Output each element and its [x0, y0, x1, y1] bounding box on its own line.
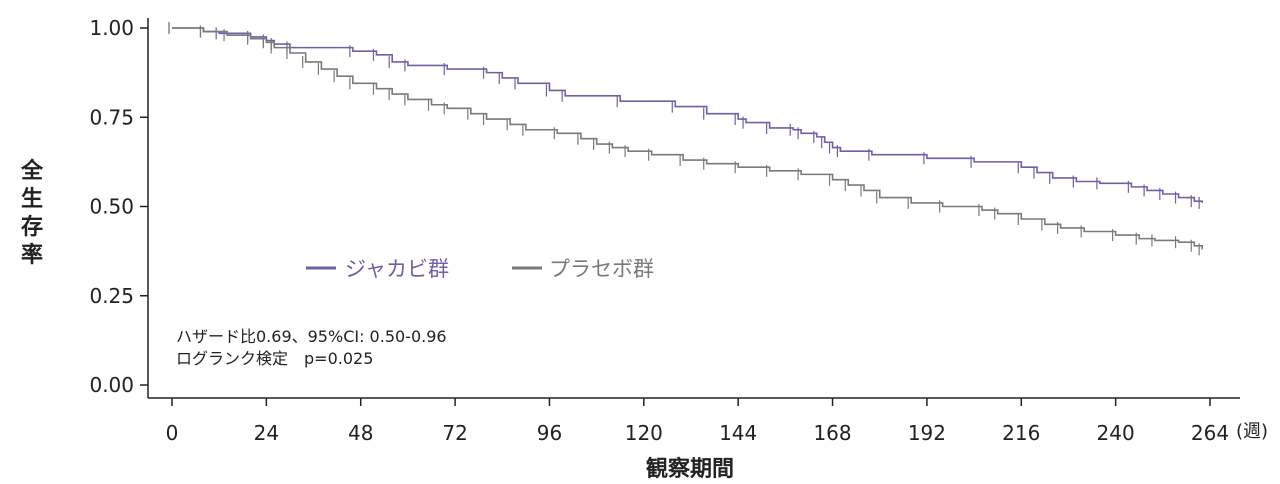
- x-unit-label: (週): [1236, 421, 1268, 442]
- x-tick-label: 72: [442, 421, 467, 445]
- legend-label-1: ジャカビ群: [345, 257, 449, 281]
- y-tick-label: 0.25: [89, 284, 134, 308]
- y-tick-label: 0.50: [89, 195, 134, 219]
- x-tick-label: 264: [1191, 421, 1229, 445]
- axes: 0.00 0.25 0.50 0.75 1.00 0 24 48 72 96 120 144 168 19…: [20, 16, 1268, 482]
- annotation-1: ハザード比0.69、95%CI: 0.50-0.96: [176, 327, 447, 346]
- x-axis-title: 観察期間: [646, 456, 734, 482]
- x-tick-label: 216: [1002, 421, 1040, 445]
- x-tick-label: 48: [348, 421, 373, 445]
- annotations: ハザード比0.69、95%CI: 0.50-0.96 ログランク検定 p=0.02…: [176, 327, 447, 368]
- annotation-2: ログランク検定 p=0.025: [176, 349, 373, 368]
- x-tick-label: 96: [537, 421, 562, 445]
- legend: ジャカビ群 プラセボ群: [306, 257, 654, 281]
- y-tick-label: 1.00: [89, 16, 134, 40]
- series-line-2: [172, 27, 1203, 250]
- x-tick-label: 0: [166, 421, 179, 445]
- x-tick-label: 240: [1097, 421, 1135, 445]
- y-axis-title: 全生存率: [20, 158, 44, 268]
- x-tick-label: 192: [908, 421, 946, 445]
- x-tick-label: 144: [719, 421, 757, 445]
- y-tick-label: 0.00: [89, 373, 134, 397]
- x-tick-label: 24: [254, 421, 279, 445]
- series-line-1: [172, 27, 1203, 203]
- x-tick-label: 120: [625, 421, 663, 445]
- x-tick-label: 168: [813, 421, 851, 445]
- legend-label-2: プラセボ群: [549, 257, 654, 281]
- y-tick-label: 0.75: [89, 105, 134, 129]
- series-layer: [168, 22, 1203, 256]
